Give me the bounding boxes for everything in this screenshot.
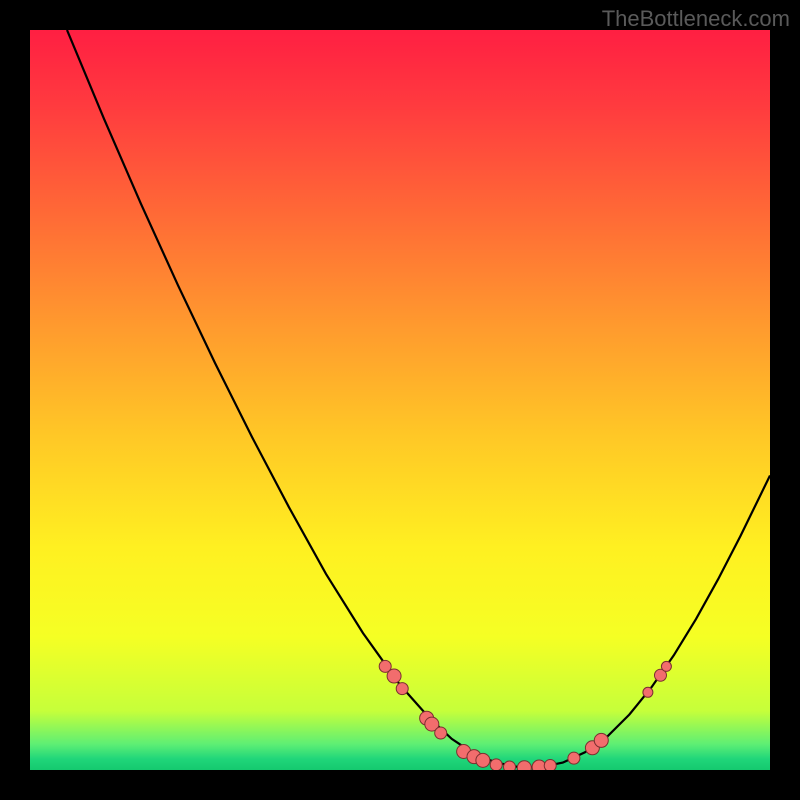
data-marker <box>504 761 516 770</box>
data-marker <box>568 752 580 764</box>
data-marker <box>396 683 408 695</box>
curve-layer <box>30 30 770 770</box>
data-marker <box>544 760 556 770</box>
data-marker <box>594 733 608 747</box>
data-marker <box>476 753 490 767</box>
data-marker <box>643 687 653 697</box>
data-marker <box>387 669 401 683</box>
bottleneck-curve <box>67 30 770 767</box>
plot-area <box>30 30 770 770</box>
watermark-text: TheBottleneck.com <box>602 6 790 32</box>
data-marker <box>517 761 531 770</box>
data-marker <box>490 759 502 770</box>
data-marker <box>661 661 671 671</box>
data-marker <box>435 727 447 739</box>
